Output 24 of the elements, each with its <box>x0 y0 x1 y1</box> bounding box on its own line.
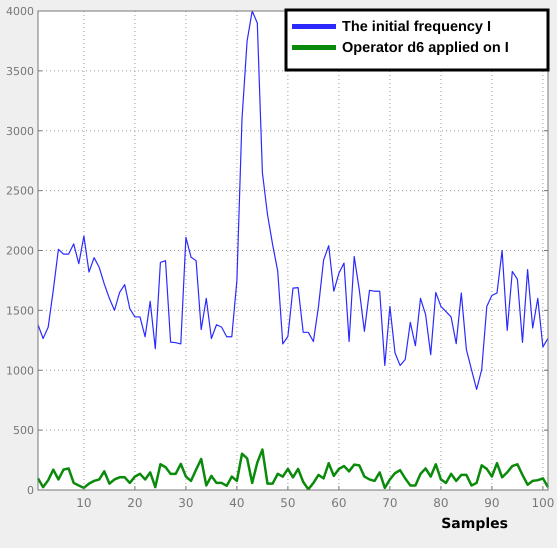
x-tick-label: 50 <box>280 496 296 510</box>
x-axis-title: Samples <box>441 516 508 532</box>
line-series <box>36 448 550 491</box>
x-tick-label: 90 <box>484 496 500 510</box>
x-tick-label: 10 <box>76 496 92 510</box>
y-tick-label: 2000 <box>6 244 34 258</box>
x-tick-label: 20 <box>127 496 143 510</box>
y-tick-label: 1000 <box>6 364 34 378</box>
y-tick-label: 1500 <box>6 304 34 318</box>
y-tick-label: 500 <box>13 424 34 438</box>
x-tick-label: 100 <box>531 496 554 510</box>
y-tick-label: 2500 <box>6 184 34 198</box>
legend-label: The initial frequency I <box>342 19 492 35</box>
y-tick-label: 3500 <box>6 64 34 78</box>
x-tick-label: 30 <box>178 496 194 510</box>
line-series <box>37 10 549 390</box>
x-tick-label: 70 <box>382 496 398 510</box>
y-tick-label: 3000 <box>6 124 34 138</box>
x-tick-label: 80 <box>433 496 449 510</box>
x-tick-label: 60 <box>331 496 347 510</box>
y-tick-label: 4000 <box>6 5 34 18</box>
y-tick-label: 0 <box>27 484 34 497</box>
legend-label: Operator d6 applied on I <box>342 40 509 56</box>
x-tick-label: 40 <box>229 496 245 510</box>
